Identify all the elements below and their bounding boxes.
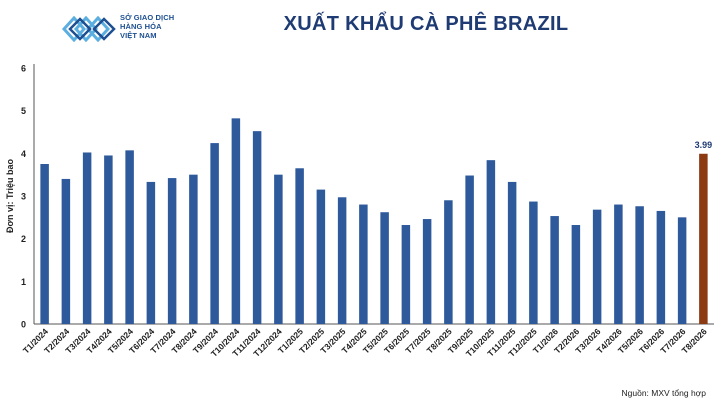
y-axis-label: Đơn vị: Triệu bao	[5, 159, 15, 233]
bar-T5/2026	[635, 206, 644, 324]
logo-line-1: SỞ GIAO DỊCH	[120, 13, 175, 22]
bar-T5/2024	[125, 150, 134, 324]
logo-text: SỞ GIAO DỊCH HÀNG HÓA VIỆT NAM	[120, 13, 174, 40]
bar-T9/2024	[210, 143, 219, 324]
y-tick-label: 6	[21, 64, 26, 74]
bar-T7/2026	[677, 217, 687, 324]
bar-T7/2025	[422, 219, 432, 324]
logo-line-3: VIỆT NAM	[120, 31, 157, 40]
bar-T1/2026	[550, 216, 559, 324]
bar-T9/2025	[465, 175, 474, 324]
bar-T1/2024	[40, 164, 49, 324]
bar-T2/2024	[61, 178, 71, 324]
bar-T8/2024	[189, 174, 198, 324]
bar-T3/2024	[82, 152, 92, 324]
y-tick-label: 5	[21, 106, 26, 116]
chart-title: XUẤT KHẨU CÀ PHÊ BRAZIL	[283, 13, 569, 35]
bar-T2/2026	[571, 225, 581, 324]
logo-line-2: HÀNG HÓA	[120, 22, 162, 31]
bar-T8/2025	[444, 200, 453, 324]
bar-T11/2024	[252, 131, 262, 324]
bar-T1/2025	[295, 168, 304, 324]
y-tick-label: 3	[21, 192, 26, 202]
bar-T5/2025	[380, 212, 389, 324]
bar-T10/2025	[486, 160, 496, 324]
y-tick-label: 4	[21, 149, 26, 159]
logo: SỞ GIAO DỊCH HÀNG HÓA VIỆT NAM	[62, 12, 262, 48]
source-note: Nguồn: MXV tổng hợp	[621, 388, 707, 398]
bar-T4/2025	[359, 204, 368, 324]
chart-title-container: XUẤT KHẨU CÀ PHÊ BRAZIL	[0, 13, 720, 36]
bar-T4/2026	[614, 204, 623, 324]
bar-T3/2026	[592, 209, 602, 324]
bar-T10/2024	[231, 118, 241, 324]
logo-icon	[62, 15, 116, 43]
bar-T3/2025	[337, 197, 347, 324]
y-tick-label: 1	[21, 277, 26, 287]
bar-T12/2025	[529, 201, 538, 324]
bar-T7/2024	[167, 178, 177, 324]
bar-T6/2026	[656, 210, 666, 324]
bar-T6/2025	[401, 225, 411, 324]
bar-T2/2025	[316, 189, 326, 324]
bar-T6/2024	[146, 181, 156, 324]
y-tick-label: 0	[21, 320, 26, 330]
bar-T4/2024	[104, 155, 113, 324]
y-tick-label: 2	[21, 234, 26, 244]
bar-T11/2025	[507, 181, 517, 324]
bar-T8/2026	[699, 153, 708, 324]
bar-T12/2024	[274, 174, 283, 324]
data-label: 3.99	[695, 140, 713, 150]
